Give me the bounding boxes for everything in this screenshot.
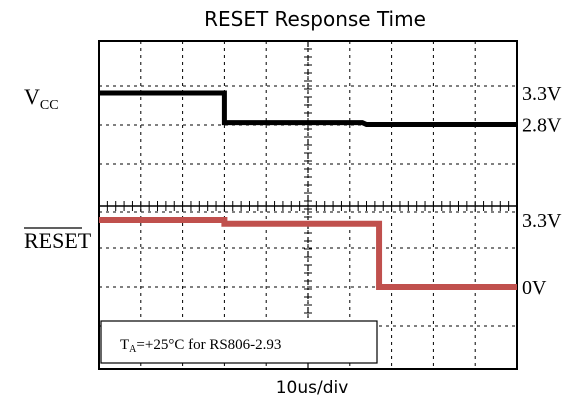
voltage-label: 0V — [522, 277, 547, 299]
vcc-label: VCC — [24, 84, 59, 113]
x-axis-label: 10us/div — [276, 378, 349, 398]
voltage-label: 3.3V — [522, 83, 562, 105]
voltage-label: 2.8V — [522, 115, 562, 137]
voltage-label: 3.3V — [522, 210, 562, 232]
grid — [98, 41, 518, 369]
annotation-text: TA=+25°C for RS806-2.93 — [120, 337, 281, 355]
plot-frame — [98, 40, 518, 370]
traces — [99, 90, 517, 290]
annotation-box: TA=+25°C for RS806-2.93 — [100, 320, 378, 364]
reset-label: RESET — [24, 228, 92, 253]
chart-title: RESET Response Time — [204, 7, 426, 31]
reset-trace — [99, 217, 517, 290]
right-labels: 3.3V 2.8V 3.3V 0V — [522, 83, 562, 299]
vcc-trace — [99, 90, 517, 127]
